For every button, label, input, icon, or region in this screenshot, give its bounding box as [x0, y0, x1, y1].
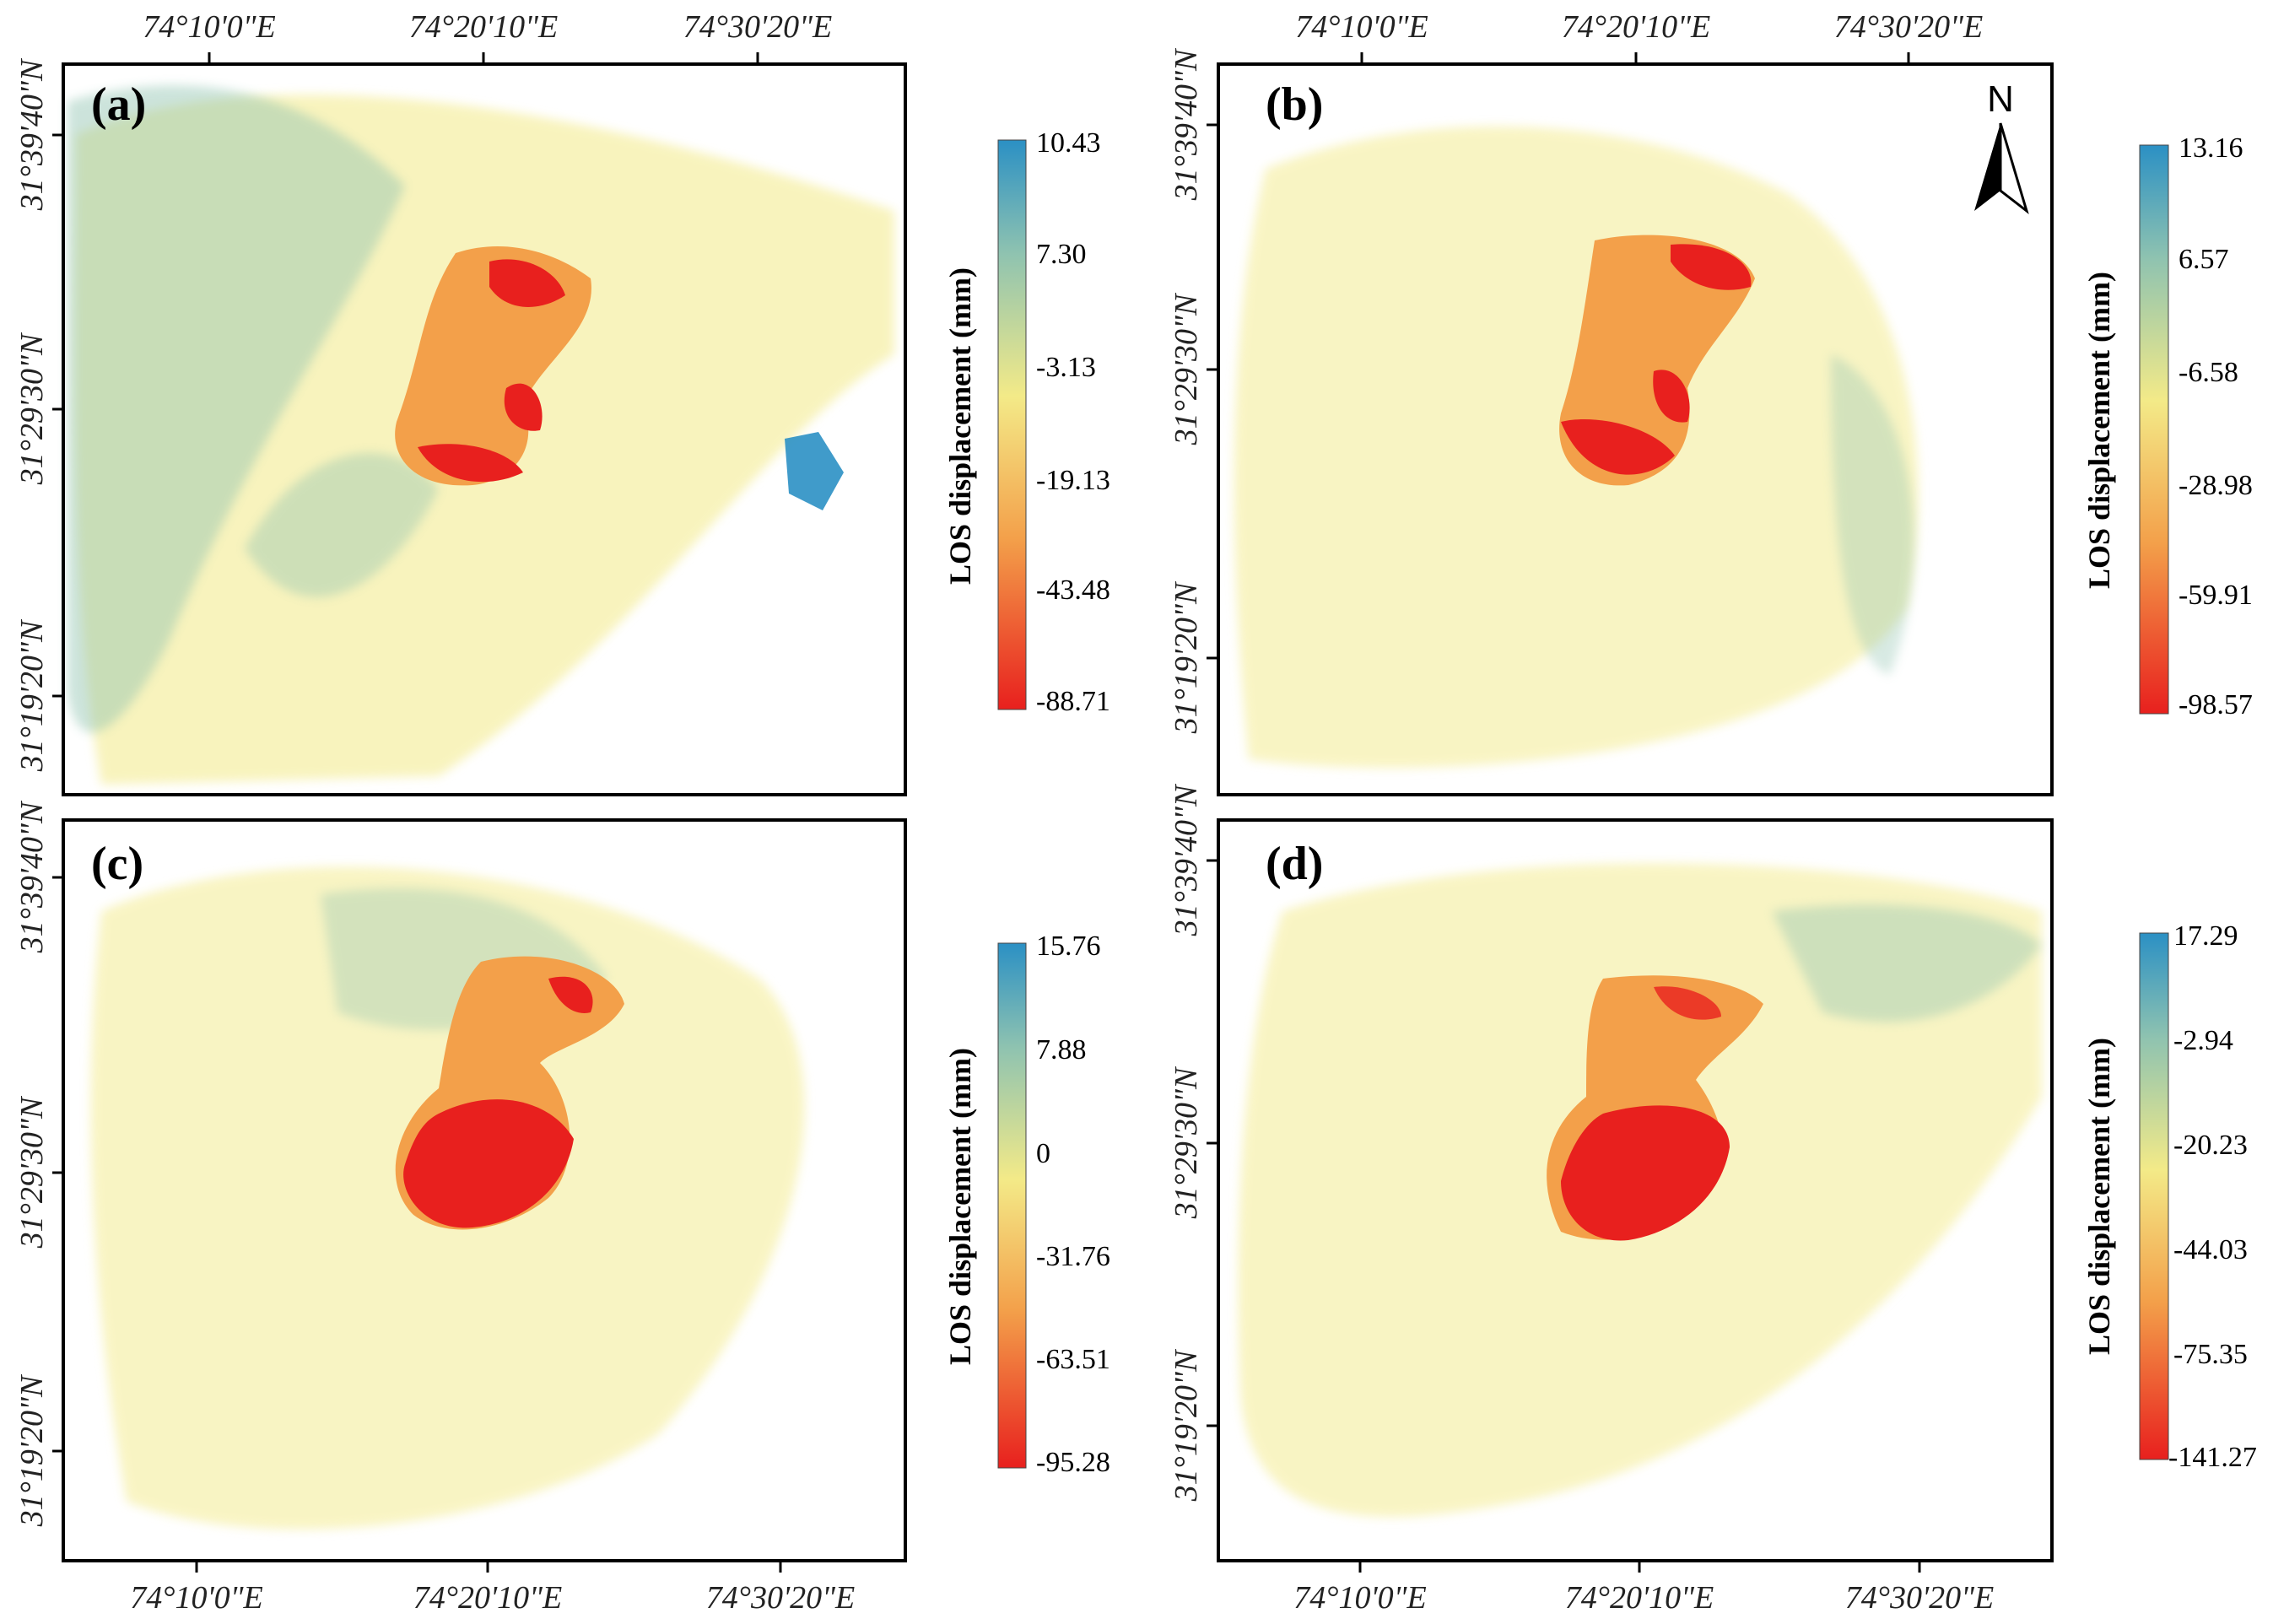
panel-a-label: (a)	[91, 78, 146, 131]
panel-c-frame	[62, 818, 907, 1562]
panel-d-displacement-map	[1238, 863, 2042, 1517]
bottom-lon-label-4: 74°10'0"E	[1293, 1580, 1427, 1616]
lat-d-2: 31°29'30"N	[1169, 1066, 1204, 1219]
colorbar-a-gradient	[997, 139, 1027, 710]
panel-b-label: (b)	[1266, 78, 1323, 131]
colorbar-a-value-3: -3.13	[1036, 352, 1096, 383]
bottom-lon-label-3: 74°30'20"E	[706, 1580, 856, 1616]
colorbar-b-value-4: -28.98	[2179, 470, 2253, 501]
colorbar-a-value-5: -43.48	[1036, 575, 1110, 606]
panel-c-displacement-map	[90, 866, 805, 1530]
colorbar-a-value-2: 7.30	[1036, 239, 1087, 270]
colorbar-d-value-1: 17.29	[2173, 920, 2238, 952]
colorbar-c-value-1: 15.76	[1036, 931, 1101, 962]
colorbar-b-value-3: -6.58	[2179, 357, 2238, 388]
lat-b-1: 31°39'40"N	[1169, 47, 1204, 201]
lat-a-2: 31°29'30"N	[14, 332, 50, 485]
top-lon-label-6: 74°30'20"E	[1834, 9, 1984, 45]
colorbar-c-value-6: -95.28	[1036, 1447, 1110, 1478]
lat-d-3: 31°19'20"N	[1169, 1348, 1204, 1502]
north-arrow-label: N	[1987, 78, 2014, 120]
lat-c-3: 31°19'20"N	[14, 1373, 50, 1527]
panel-b: (b) N	[1207, 52, 2054, 796]
top-lon-label-1: 74°10'0"E	[143, 9, 276, 45]
colorbar-b-gradient	[2139, 144, 2169, 715]
colorbar-a-value-4: -19.13	[1036, 465, 1110, 496]
lat-b-3: 31°19'20"N	[1169, 580, 1204, 734]
panel-d-label: (d)	[1266, 838, 1323, 890]
lat-a-1: 31°39'40"N	[14, 57, 50, 211]
bottom-lon-label-6: 74°30'20"E	[1845, 1580, 1995, 1616]
colorbar-a-title: LOS displacement (mm)	[943, 267, 977, 585]
lat-c-1: 31°39'40"N	[14, 800, 50, 953]
colorbar-b-value-5: -59.91	[2179, 580, 2253, 611]
colorbar-c-value-5: -63.51	[1036, 1344, 1110, 1375]
lat-d-1: 31°39'40"N	[1169, 783, 1204, 936]
colorbar-d: LOS displacement (mm) 17.29 -2.94 -20.23…	[2082, 920, 2257, 1473]
top-lon-label-4: 74°10'0"E	[1295, 9, 1428, 45]
top-lon-label-5: 74°20'10"E	[1562, 9, 1711, 45]
colorbar-c: LOS displacement (mm) 15.76 7.88 0 -31.7…	[943, 931, 1110, 1478]
bottom-lon-label-1: 74°10'0"E	[130, 1580, 263, 1616]
colorbar-a-value-1: 10.43	[1036, 127, 1101, 159]
colorbar-c-value-2: 7.88	[1036, 1034, 1087, 1066]
colorbar-d-value-5: -75.35	[2173, 1339, 2248, 1370]
panel-d: (d)	[1207, 818, 2054, 1573]
north-arrow-icon: N	[1974, 78, 2029, 215]
colorbar-b-value-2: 6.57	[2179, 244, 2229, 275]
colorbar-b-title: LOS displacement (mm)	[2082, 272, 2116, 589]
bottom-lon-label-2: 74°20'10"E	[413, 1580, 563, 1616]
colorbar-d-value-2: -2.94	[2173, 1025, 2233, 1056]
panel-d-frame	[1217, 818, 2054, 1562]
colorbar-d-title: LOS displacement (mm)	[2082, 1038, 2116, 1355]
top-lon-label-2: 74°20'10"E	[409, 9, 559, 45]
panel-a-displacement-map	[67, 85, 894, 785]
colorbar-a-value-6: -88.71	[1036, 686, 1110, 717]
colorbar-c-gradient	[997, 942, 1027, 1469]
colorbar-c-value-3: 0	[1036, 1138, 1050, 1169]
panel-b-displacement-map	[1234, 126, 1919, 769]
panel-a: (a)	[52, 52, 907, 796]
colorbar-b-value-6: -98.57	[2179, 689, 2253, 720]
colorbar-a: LOS displacement (mm) 10.43 7.30 -3.13 -…	[943, 127, 1110, 717]
colorbar-d-value-6: -141.27	[2168, 1442, 2257, 1473]
colorbar-d-value-4: -44.03	[2173, 1234, 2248, 1265]
colorbar-b-value-1: 13.16	[2179, 132, 2243, 164]
top-lon-label-3: 74°30'20"E	[683, 9, 833, 45]
colorbar-d-gradient	[2139, 932, 2169, 1460]
colorbar-b: LOS displacement (mm) 13.16 6.57 -6.58 -…	[2082, 132, 2253, 720]
panel-c: (c)	[52, 818, 907, 1573]
colorbar-c-value-4: -31.76	[1036, 1241, 1110, 1272]
lat-c-2: 31°29'30"N	[14, 1095, 50, 1249]
bottom-lon-label-5: 74°20'10"E	[1565, 1580, 1714, 1616]
lat-b-2: 31°29'30"N	[1169, 292, 1204, 445]
colorbar-c-title: LOS displacement (mm)	[943, 1048, 977, 1365]
lat-a-3: 31°19'20"N	[14, 618, 50, 772]
panel-c-label: (c)	[91, 838, 143, 890]
colorbar-d-value-3: -20.23	[2173, 1130, 2248, 1161]
